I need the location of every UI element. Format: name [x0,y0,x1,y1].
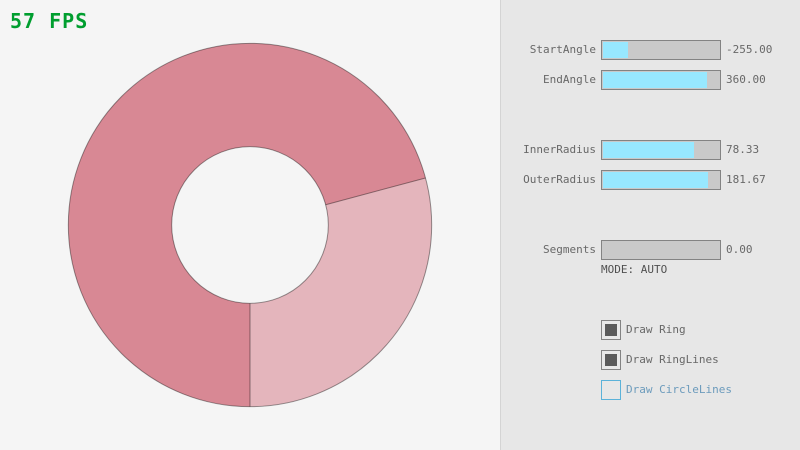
slider-track-start-angle[interactable] [601,40,721,60]
slider-label-inner-radius: InnerRadius [523,143,596,156]
slider-value-inner-radius: 78.33 [726,143,760,156]
checkbox-label-draw-circle-lines: Draw CircleLines [626,383,732,396]
checkbox-label-draw-ring-lines: Draw RingLines [626,353,719,366]
checkbox-draw-circle-lines[interactable]: Draw CircleLines [601,380,732,400]
checkmark-icon [605,324,617,336]
slider-row-segments: Segments 0.00 [501,240,800,260]
slider-value-outer-radius: 181.67 [726,173,766,186]
ring-fill-single [68,43,432,407]
slider-row-outer-radius: OuterRadius 181.67 [501,170,800,190]
slider-track-end-angle[interactable] [601,70,721,90]
slider-track-segments[interactable] [601,240,721,260]
slider-value-start-angle: -255.00 [726,43,773,56]
checkbox-box-draw-circle-lines[interactable] [601,380,621,400]
ring-fill-overlap [68,43,426,407]
slider-track-outer-radius[interactable] [601,170,721,190]
checkbox-draw-ring-lines[interactable]: Draw RingLines [601,350,719,370]
slider-fill-outer-radius [603,172,709,188]
fps-counter: 57 FPS [10,9,89,33]
slider-label-end-angle: EndAngle [543,73,596,86]
slider-value-end-angle: 360.00 [726,73,766,86]
slider-row-end-angle: EndAngle 360.00 [501,70,800,90]
checkbox-box-draw-ring[interactable] [601,320,621,340]
ring-radial-line-end [325,177,426,206]
slider-row-inner-radius: InnerRadius 78.33 [501,140,800,160]
ring-outline-outer [67,42,433,408]
slider-row-start-angle: StartAngle -255.00 [501,40,800,60]
slider-fill-start-angle [603,42,629,58]
checkbox-label-draw-ring: Draw Ring [626,323,686,336]
control-panel: StartAngle -255.00 EndAngle 360.00 Inner… [500,0,800,450]
slider-label-outer-radius: OuterRadius [523,173,596,186]
checkmark-icon [605,354,617,366]
checkbox-box-draw-ring-lines[interactable] [601,350,621,370]
ring-chart [67,42,433,408]
slider-fill-end-angle [603,72,708,88]
checkbox-draw-ring[interactable]: Draw Ring [601,320,686,340]
slider-label-segments: Segments [543,243,596,256]
ring-outline-inner [171,146,329,304]
mode-status-text: MODE: AUTO [601,263,668,276]
slider-fill-inner-radius [603,142,694,158]
slider-track-inner-radius[interactable] [601,140,721,160]
slider-label-start-angle: StartAngle [529,43,596,56]
slider-value-segments: 0.00 [726,243,753,256]
